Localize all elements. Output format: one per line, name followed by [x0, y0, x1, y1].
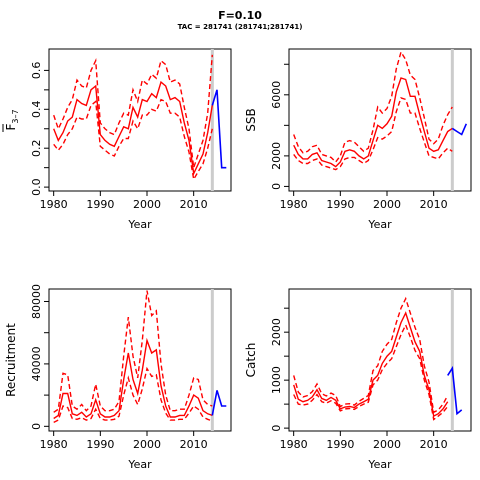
- y-tick-label: 0: [270, 183, 283, 190]
- projection-line: [447, 365, 463, 416]
- y-tick-label: 80000: [30, 284, 43, 319]
- chart-panel-catch: 1980 1990 2000 2010 Year 0 1000 2000 Catch: [244, 288, 472, 471]
- x-axis-label: Year: [127, 218, 152, 231]
- lower-bound-line: [53, 98, 213, 182]
- y-tick-label: 0: [30, 423, 43, 430]
- lower-bound-line: [293, 97, 453, 171]
- plot-frame: [288, 48, 472, 192]
- upper-bound-line: [53, 290, 213, 413]
- chart-panel-ssb: 1980 1990 2000 2010 Year 0 2000 6000 SSB: [244, 48, 472, 231]
- lower-bound-line: [293, 323, 449, 421]
- plot-frame: [288, 288, 472, 432]
- x-tick-label: 2010: [420, 198, 448, 211]
- x-tick-label: 2000: [133, 198, 161, 211]
- estimate-line: [53, 337, 213, 420]
- x-axis-label: Year: [367, 458, 392, 471]
- chart-panel-recruitment: 1980 1990 2000 2010 Year 0 40000 80000 Recruitme…: [4, 284, 232, 471]
- y-tick-label: 6000: [270, 81, 283, 109]
- y-axis-label: Recruitment: [4, 323, 18, 397]
- x-tick-label: 1980: [280, 438, 308, 451]
- estimate-line: [293, 77, 453, 168]
- x-tick-label: 2010: [180, 198, 208, 211]
- x-tick-label: 2000: [133, 438, 161, 451]
- upper-bound-line: [293, 50, 453, 164]
- page-subtitle: TAC = 281741 (281741;281741): [177, 23, 303, 31]
- x-tick-label: 1980: [280, 198, 308, 211]
- estimate-line: [293, 311, 449, 418]
- y-tick-label: 0: [270, 425, 283, 432]
- projection-line: [211, 390, 227, 416]
- projection-line: [451, 123, 468, 136]
- y-tick-label: 2000: [270, 142, 283, 170]
- plot-frame: [48, 288, 232, 432]
- y-tick-label: 2000: [270, 318, 283, 346]
- y-tick-label: 0.2: [30, 139, 43, 157]
- y-tick-label: 1000: [270, 366, 283, 394]
- x-tick-label: 2000: [373, 198, 401, 211]
- upper-bound-line: [293, 296, 449, 414]
- x-tick-label: 1990: [326, 438, 354, 451]
- y-tick-label: 0.6: [30, 62, 43, 80]
- y-axis-label: F3–7: [4, 109, 20, 130]
- x-tick-label: 2010: [180, 438, 208, 451]
- y-tick-label: 0.4: [30, 101, 43, 119]
- lower-bound-line: [53, 366, 213, 424]
- x-axis-label: Year: [367, 218, 392, 231]
- y-axis-label: Catch: [244, 343, 258, 378]
- chart-panel-fbar: 1980 1990 2000 2010 Year 0.0 0.2 0.4 0.6 F3–7: [2, 48, 232, 231]
- y-tick-label: 40000: [30, 346, 43, 381]
- plot-frame: [48, 48, 232, 192]
- x-tick-label: 2010: [420, 438, 448, 451]
- x-tick-label: 1980: [40, 198, 68, 211]
- x-tick-label: 1990: [86, 198, 114, 211]
- projection-line: [211, 89, 227, 169]
- x-tick-label: 1980: [40, 438, 68, 451]
- estimate-line: [53, 80, 213, 176]
- x-axis-label: Year: [127, 458, 152, 471]
- y-axis-label: SSB: [244, 108, 258, 131]
- x-tick-label: 1990: [326, 198, 354, 211]
- x-tick-label: 2000: [373, 438, 401, 451]
- upper-bound-line: [53, 54, 213, 168]
- page-title: F=0.10: [218, 9, 262, 22]
- y-tick-label: 0.0: [30, 178, 43, 196]
- x-tick-label: 1990: [86, 438, 114, 451]
